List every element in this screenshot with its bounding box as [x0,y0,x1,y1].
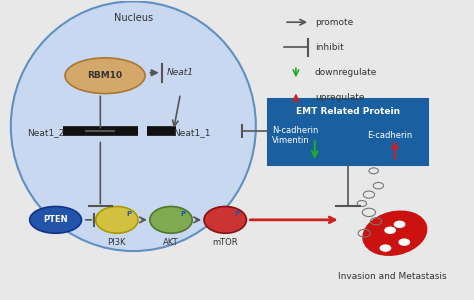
Text: inhibit: inhibit [315,43,344,52]
Ellipse shape [150,206,192,233]
Text: Invasion and Metastasis: Invasion and Metastasis [338,272,447,281]
Text: N-cadherin
Vimentin: N-cadherin Vimentin [273,126,319,145]
Text: P: P [126,211,131,217]
Text: downregulate: downregulate [315,68,377,77]
Text: mTOR: mTOR [212,238,238,247]
Text: E-cadherin: E-cadherin [367,131,412,140]
Ellipse shape [204,206,246,233]
Ellipse shape [96,206,138,233]
Text: Neat1_1: Neat1_1 [173,128,211,137]
Text: promote: promote [315,18,353,27]
Text: Neat1_2: Neat1_2 [27,128,64,137]
Ellipse shape [380,244,392,252]
Text: upregulate: upregulate [315,94,364,103]
Text: EMT Related Protein: EMT Related Protein [296,107,400,116]
Text: Neat1: Neat1 [166,68,193,77]
Bar [268,100,428,165]
Ellipse shape [362,211,428,256]
Text: PI3K: PI3K [108,238,126,247]
Ellipse shape [398,238,410,246]
Text: P: P [235,211,239,217]
Text: RBM10: RBM10 [88,71,123,80]
Text: Nucleus: Nucleus [114,13,153,23]
Text: PTEN: PTEN [43,215,68,224]
Text: AKT: AKT [163,238,179,247]
Ellipse shape [65,58,145,94]
Text: P: P [180,211,185,217]
Ellipse shape [30,206,82,233]
Ellipse shape [394,220,405,228]
Ellipse shape [11,2,256,251]
Ellipse shape [384,226,396,234]
